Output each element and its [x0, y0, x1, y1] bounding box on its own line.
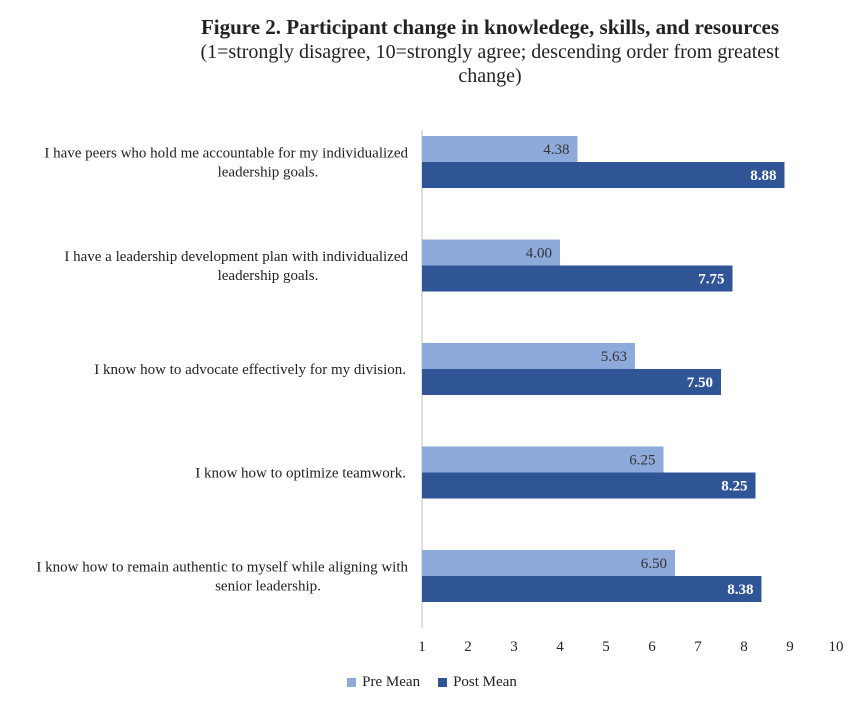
bar-pre-2 [422, 343, 635, 369]
x-tick-label-3: 3 [510, 639, 518, 655]
legend: Pre Mean Post Mean [0, 674, 864, 691]
bar-pre-4 [422, 550, 675, 576]
bar-pre-3 [422, 446, 664, 473]
chart-title-block: Figure 2. Participant change in knowlede… [180, 14, 800, 88]
data-label-post-0: 8.88 [750, 168, 776, 184]
x-tick-label-8: 8 [740, 639, 748, 655]
bar-post-0 [422, 162, 785, 188]
bar-post-2 [422, 369, 721, 395]
legend-label-post: Post Mean [453, 674, 517, 690]
legend-swatch-pre [347, 678, 357, 687]
data-label-post-3: 8.25 [721, 479, 747, 495]
chart-subtitle: (1=strongly disagree, 10=strongly agree;… [200, 41, 780, 87]
x-tick-label-7: 7 [694, 639, 702, 655]
legend-item-pre: Pre Mean [347, 674, 420, 691]
chart-title: Figure 2. Participant change in knowlede… [200, 15, 780, 39]
x-tick-label-9: 9 [786, 639, 794, 655]
legend-label-pre: Pre Mean [362, 674, 421, 690]
category-label-2-line-0: I know how to advocate effectively for m… [94, 362, 406, 378]
data-label-pre-3: 6.25 [629, 453, 655, 469]
data-label-post-1: 7.75 [698, 272, 724, 288]
category-label-0-line-0: I have peers who hold me accountable for… [44, 146, 408, 162]
x-tick-label-4: 4 [556, 639, 564, 655]
data-label-pre-2: 5.63 [601, 349, 627, 365]
data-label-post-4: 8.38 [727, 582, 753, 598]
data-label-pre-4: 6.50 [641, 556, 667, 572]
bar-post-3 [422, 472, 756, 499]
legend-item-post: Post Mean [438, 674, 517, 691]
category-label-4-line-1: senior leadership. [215, 579, 321, 595]
bar-post-4 [422, 576, 762, 602]
category-label-3-line-0: I know how to optimize teamwork. [195, 466, 406, 482]
category-label-1-line-1: leadership goals. [218, 268, 319, 284]
x-tick-label-6: 6 [648, 639, 656, 655]
data-label-pre-0: 4.38 [543, 142, 569, 158]
x-tick-label-10: 10 [829, 639, 844, 655]
legend-swatch-post [438, 678, 448, 687]
category-label-0-line-1: leadership goals. [218, 165, 319, 181]
data-label-post-2: 7.50 [687, 375, 713, 391]
category-label-4-line-0: I know how to remain authentic to myself… [36, 560, 408, 576]
x-tick-label-5: 5 [602, 639, 610, 655]
category-label-1-line-0: I have a leadership development plan wit… [64, 249, 408, 265]
data-label-pre-1: 4.00 [526, 246, 552, 262]
bar-pre-0 [422, 136, 578, 162]
x-tick-label-2: 2 [464, 639, 472, 655]
bar-pre-1 [422, 239, 560, 266]
bar-post-1 [422, 265, 733, 292]
x-tick-label-1: 1 [418, 639, 426, 655]
